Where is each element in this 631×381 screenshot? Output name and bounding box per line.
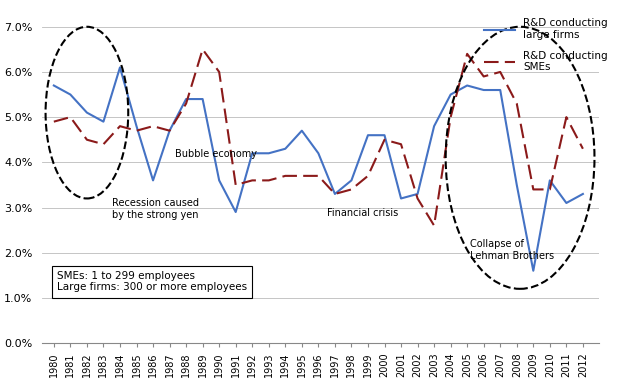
Text: Financial crisis: Financial crisis — [327, 208, 398, 218]
Text: SMEs: 1 to 299 employees
Large firms: 300 or more employees: SMEs: 1 to 299 employees Large firms: 30… — [57, 271, 247, 292]
Text: Bubble economy: Bubble economy — [175, 149, 257, 159]
Legend: R&D conducting
large firms, R&D conducting
SMEs: R&D conducting large firms, R&D conducti… — [480, 14, 612, 76]
Text: Recession caused
by the strong yen: Recession caused by the strong yen — [112, 199, 199, 220]
Text: Collapse of
Lehman Brothers: Collapse of Lehman Brothers — [471, 239, 555, 261]
